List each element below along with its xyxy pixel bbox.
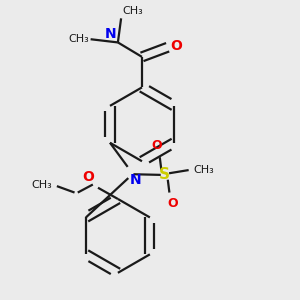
Text: O: O <box>151 140 162 152</box>
Text: CH₃: CH₃ <box>31 180 52 190</box>
Text: O: O <box>170 39 182 52</box>
Text: N: N <box>129 173 141 187</box>
Text: N: N <box>105 27 117 41</box>
Text: O: O <box>82 169 94 184</box>
Text: CH₃: CH₃ <box>194 165 214 175</box>
Text: O: O <box>167 197 178 210</box>
Text: CH₃: CH₃ <box>68 34 89 44</box>
Text: CH₃: CH₃ <box>123 6 143 16</box>
Text: S: S <box>159 167 170 182</box>
